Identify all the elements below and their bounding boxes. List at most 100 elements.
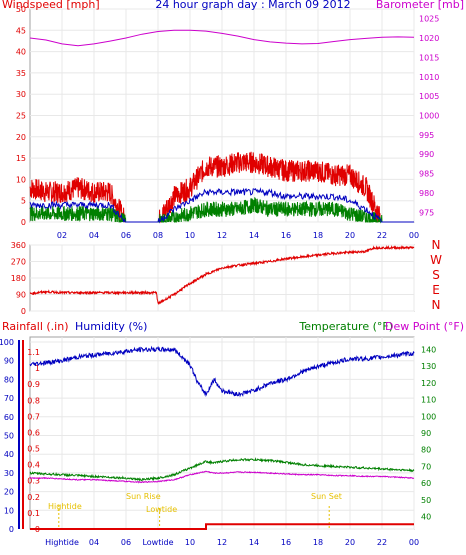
series-wind-average [29, 187, 414, 224]
barometer-tick-label: 1020 [419, 34, 439, 43]
direction-tick-label: 90 [16, 291, 26, 300]
windspeed-tick-label: 40 [16, 48, 26, 57]
temperature-tick-label: 120 [421, 379, 436, 388]
humidity-tick-label: 60 [4, 413, 14, 422]
temperature-axis-title: Temperature (°F) [298, 320, 393, 333]
rainfall-tick-label: 0.7 [27, 412, 40, 421]
compass-label-n: N [432, 238, 441, 252]
windspeed-tick-label: 0 [21, 218, 26, 227]
hour-tick-label-bottom: 04 [89, 538, 99, 547]
series-rainfall [30, 523, 414, 530]
tide-annotations: Hightide Sun Rise Lowtide Sun Set [48, 492, 342, 514]
humidity-tick-label: 70 [4, 394, 14, 403]
windspeed-tick-label: 5 [21, 197, 26, 206]
hour-tick-label: 06 [121, 231, 131, 240]
panel-temperature-plot [29, 345, 415, 530]
hour-tick-label-bottom: 00 [409, 538, 419, 547]
barometer-tick-label: 1015 [419, 53, 439, 62]
humidity-tick-label: 0 [9, 525, 14, 534]
compass-label-n: N [432, 298, 441, 312]
humidity-tick-label: 10 [4, 506, 14, 515]
windspeed-tick-label: 20 [16, 133, 26, 142]
humidity-tick-label: 50 [4, 432, 14, 441]
barometer-tick-label: 995 [419, 131, 434, 140]
direction-tick-label: 0 [21, 307, 26, 316]
hour-tick-label-bottom: 12 [217, 538, 227, 547]
barometer-tick-label: 1000 [419, 112, 439, 121]
rainfall-tick-label: 0.4 [27, 461, 40, 470]
barometer-tick-label: 985 [419, 170, 434, 179]
series-wind-gust [29, 151, 414, 223]
rainfall-tick-label: 1.1 [27, 348, 40, 357]
windspeed-tick-label: 25 [16, 112, 26, 121]
humidity-tick-label: 90 [4, 357, 14, 366]
series-wind-minimum [29, 196, 414, 224]
hour-tick-label: 04 [89, 231, 99, 240]
hour-tick-label: 08 [153, 231, 163, 240]
direction-tick-label: 270 [11, 258, 26, 267]
hour-tick-label-bottom: 14 [249, 538, 259, 547]
hour-tick-label-bottom: 06 [121, 538, 131, 547]
hour-tick-label: 02 [57, 231, 67, 240]
temperature-tick-label: 70 [421, 462, 431, 471]
rainfall-tick-label: 0.8 [27, 396, 40, 405]
temperature-tick-label: 90 [421, 429, 431, 438]
panel-temperature-grid [30, 337, 415, 530]
temperature-tick-label: 50 [421, 496, 431, 505]
barometer-axis-title: Barometer [mb] [376, 0, 464, 11]
panel-wind-plot [29, 29, 415, 224]
barometer-tick-label: 1010 [419, 73, 439, 82]
hour-tick-label-bottom: Lowtide [142, 538, 173, 547]
temperature-tick-label: 80 [421, 446, 431, 455]
panel-temperature-axes: 0 10 20 30 40 50 60 70 80 90 10 00 0.1 0.2 0.3 0.4 0.5 0.… [0, 338, 436, 547]
barometer-tick-label: 1025 [419, 15, 439, 24]
humidity-tick-label: 80 [4, 375, 14, 384]
rainfall-tick-label: 0.3 [27, 477, 40, 486]
compass-label-e: E [432, 283, 440, 297]
hour-tick-label: 14 [249, 231, 259, 240]
annotation-lowtide: Lowtide [146, 505, 177, 514]
compass-label-w: W [430, 253, 442, 267]
temperature-tick-label: 130 [421, 362, 436, 371]
humidity-tick-label: 30 [4, 469, 14, 478]
compass-label-s: S [432, 268, 440, 282]
series-humidity [29, 345, 415, 398]
annotation-sunrise: Sun Rise [126, 492, 161, 501]
rainfall-tick-label: 0.2 [27, 493, 40, 502]
hour-tick-label-bottom: 22 [377, 538, 387, 547]
dewpoint-axis-title: Dew Point (°F) [385, 320, 464, 333]
hour-tick-label-bottom: 16 [281, 538, 291, 547]
hour-tick-label: 16 [281, 231, 291, 240]
hour-tick-label-bottom: 20 [345, 538, 355, 547]
rainfall-tick-label: 0.9 [27, 380, 40, 389]
barometer-tick-label: 1005 [419, 92, 439, 101]
hour-tick-label-bottom: 18 [313, 538, 323, 547]
direction-tick-label: 180 [11, 274, 26, 283]
panel-wind-axes: 0510152025303540455097598098599099510001… [16, 5, 440, 240]
hour-tick-label: 18 [313, 231, 323, 240]
windspeed-tick-label: 15 [16, 154, 26, 163]
windspeed-tick-label: 50 [16, 5, 26, 14]
rainfall-tick-label: 0.6 [27, 428, 40, 437]
rainfall-tick-label: 0.1 [27, 509, 40, 518]
barometer-tick-label: 975 [419, 208, 434, 217]
rainfall-tick-label: 1 [35, 364, 40, 373]
rainfall-axis-title: Rainfall (.in) [2, 320, 69, 333]
hour-tick-label-bottom: 10 [185, 538, 195, 547]
temperature-tick-label: 140 [421, 346, 436, 355]
windspeed-tick-label: 45 [16, 26, 26, 35]
hour-tick-label-bottom: Hightide [45, 538, 79, 547]
panel-wind-grid [30, 8, 415, 223]
barometer-tick-label: 980 [419, 189, 434, 198]
hour-tick-label: 12 [217, 231, 227, 240]
panel-direction-plot [29, 244, 415, 306]
series-barometer [29, 29, 415, 47]
humidity-tick-label: 40 [4, 450, 14, 459]
humidity-tick-label: 20 [4, 488, 14, 497]
series-temperature [29, 457, 415, 482]
windspeed-tick-label: 35 [16, 69, 26, 78]
barometer-tick-label: 990 [419, 150, 434, 159]
humidity-tick-label: 100 [0, 338, 14, 347]
